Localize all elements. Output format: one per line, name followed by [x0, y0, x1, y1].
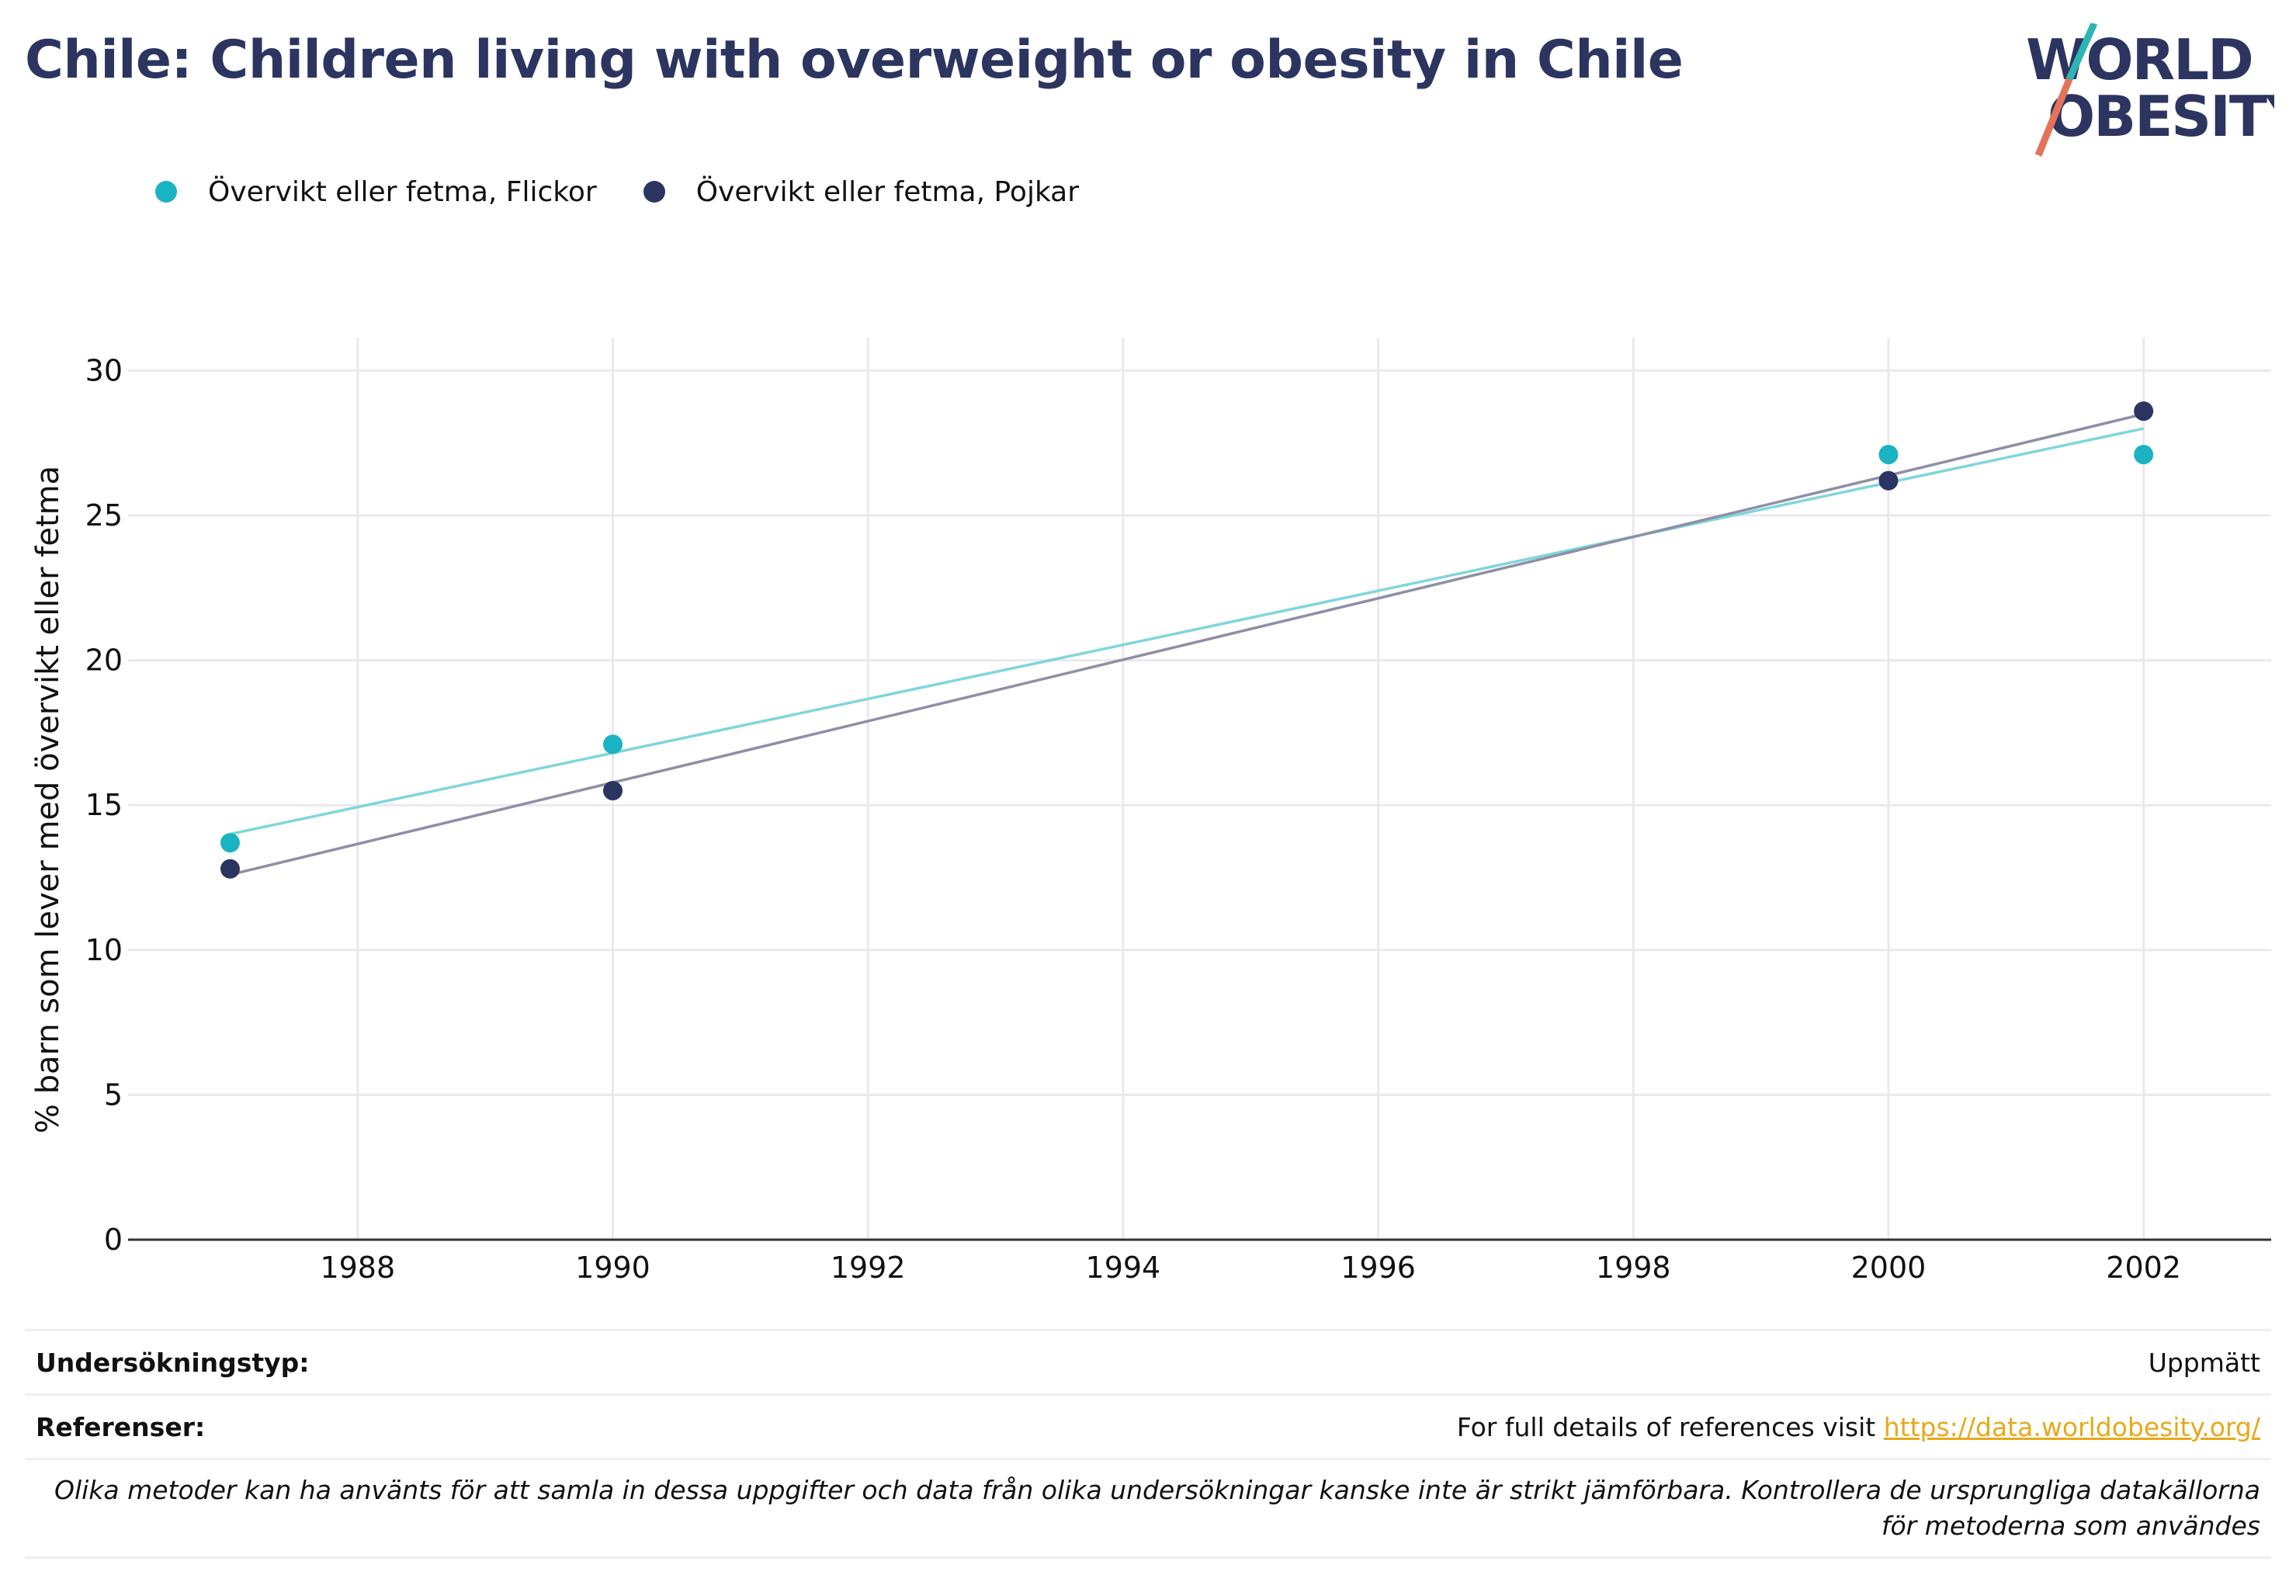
- footer-references-row: Referenser: For full details of referenc…: [25, 1393, 2271, 1458]
- y-tick-label: 25: [85, 498, 123, 533]
- footer-survey-row: Undersökningstyp: Uppmätt: [25, 1329, 2271, 1393]
- legend-label-flickor: Övervikt eller fetma, Flickor: [208, 175, 597, 208]
- y-axis-label: % barn som lever med övervikt eller fetm…: [30, 465, 66, 1134]
- logo-text-line2: OBESITY: [2048, 84, 2274, 149]
- legend: Övervikt eller fetma, Flickor Övervikt e…: [155, 172, 1125, 211]
- y-tick-label: 10: [85, 933, 123, 967]
- footer: Undersökningstyp: Uppmätt Referenser: Fo…: [25, 1329, 2271, 1559]
- references-value: For full details of references visit htt…: [1457, 1412, 2260, 1442]
- logo-text-line1: WORLD: [2026, 27, 2253, 92]
- data-point-flickor[interactable]: [2134, 445, 2154, 465]
- chart-title: Chile: Children living with overweight o…: [25, 29, 1684, 91]
- logo-slash-top: [2065, 23, 2098, 81]
- x-tick-label: 1994: [1086, 1251, 1161, 1285]
- y-tick-label: 5: [104, 1077, 123, 1112]
- y-tick-labels: 0 5 10 15 20 25 30: [85, 353, 123, 1257]
- x-tick-label: 1998: [1596, 1251, 1671, 1285]
- legend-marker-pojkar: [643, 181, 665, 203]
- legend-label-pojkar: Övervikt eller fetma, Pojkar: [695, 175, 1080, 208]
- x-tick-label: 1988: [320, 1251, 395, 1285]
- world-obesity-logo: WORLD OBESITY: [2026, 23, 2274, 157]
- x-tick-label: 1992: [831, 1251, 906, 1285]
- y-tick-label: 15: [85, 788, 123, 822]
- x-tick-label: 2002: [2106, 1251, 2181, 1285]
- data-point-flickor[interactable]: [1878, 445, 1899, 465]
- x-tick-label: 1990: [575, 1251, 650, 1285]
- y-tick-label: 30: [85, 353, 123, 387]
- y-tick-label: 0: [104, 1223, 123, 1257]
- trendline-pojkar: [230, 412, 2145, 876]
- legend-item-pojkar[interactable]: Övervikt eller fetma, Pojkar: [643, 176, 1079, 208]
- data-point-flickor[interactable]: [220, 833, 240, 853]
- data-point-flickor[interactable]: [603, 734, 623, 755]
- survey-type-label: Undersökningstyp:: [36, 1347, 310, 1378]
- trendline-flickor: [230, 427, 2145, 836]
- logo-slash-bottom: [2034, 78, 2073, 157]
- survey-type-value: Uppmätt: [2148, 1347, 2260, 1378]
- trendlines: [230, 412, 2145, 876]
- references-text: For full details of references visit: [1456, 1411, 1884, 1442]
- references-link[interactable]: https://data.worldobesity.org/: [1883, 1411, 2260, 1442]
- x-tick-label: 2000: [1851, 1251, 1927, 1285]
- data-point-pojkar[interactable]: [220, 859, 240, 879]
- x-tick-label: 1996: [1340, 1251, 1416, 1285]
- data-points: [220, 401, 2154, 879]
- references-label: Referenser:: [36, 1411, 206, 1442]
- scatter-chart: 0 5 10 15 20 25 30 1988 1990 1992 1994 1996 1998 200…: [85, 338, 2271, 1285]
- x-tick-labels: 1988 1990 1992 1994 1996 1998 2000 2002: [320, 1251, 2181, 1285]
- data-point-pojkar[interactable]: [603, 781, 623, 801]
- footer-note-row: Olika metoder kan ha använts för att sam…: [25, 1458, 2271, 1559]
- data-point-pojkar[interactable]: [1878, 470, 1899, 491]
- legend-item-flickor[interactable]: Övervikt eller fetma, Flickor: [155, 176, 597, 208]
- y-tick-label: 20: [85, 644, 123, 678]
- legend-marker-flickor: [155, 181, 177, 203]
- methods-note: Olika metoder kan ha använts för att sam…: [54, 1475, 2260, 1541]
- data-point-pojkar[interactable]: [2134, 401, 2154, 422]
